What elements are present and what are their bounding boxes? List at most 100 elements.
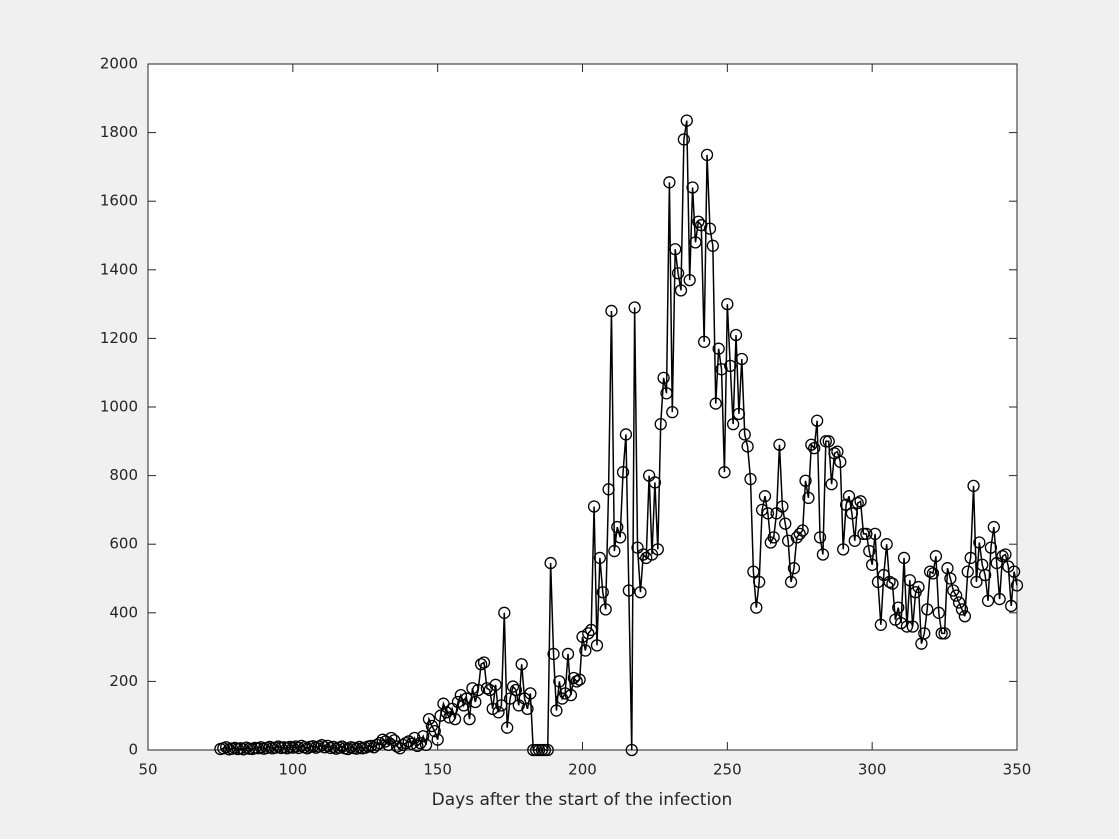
data-point [923,565,937,578]
data-point [373,736,386,750]
data-point [495,699,508,712]
data-point [834,455,847,469]
y-tick-label: 1800 [100,123,138,141]
data-point [761,507,775,520]
data-point [866,558,879,571]
data-point [961,565,974,578]
data-point [703,222,717,235]
data-point [718,466,731,479]
axes-box [147,63,1018,751]
data-point [616,466,630,479]
data-point [935,627,948,640]
data-point [767,531,780,544]
data-point [651,543,664,556]
data-point [538,743,551,757]
data-point [509,683,523,697]
data-point [431,733,444,746]
data-point [619,428,633,441]
data-point [657,371,670,384]
data-point [698,335,711,348]
data-point [958,610,972,623]
data-point [903,574,916,587]
data-point [894,616,908,630]
data-point [558,687,572,700]
data-point [938,627,951,640]
y-tick-label: 1200 [100,329,138,347]
data-point [503,692,517,705]
data-point [570,675,583,688]
data-point [680,114,693,127]
data-point [706,239,719,252]
data-point [492,706,505,719]
data-point [695,219,708,232]
data-point [498,606,511,619]
data-point [637,548,650,561]
data-point [987,520,1000,534]
data-point [787,562,801,575]
data-point [422,712,436,726]
x-tick-label: 200 [568,761,597,779]
data-point [735,352,748,366]
data-point [506,680,520,693]
data-point [622,584,635,597]
data-point [712,342,725,355]
data-point [674,284,688,297]
data-point [738,428,751,441]
y-tick-label: 1000 [100,398,138,416]
data-point [335,740,349,753]
data-point [237,743,250,756]
data-point [996,550,1009,563]
data-point [515,658,528,671]
data-point [480,682,494,695]
data-point [385,731,398,745]
data-point [582,627,595,640]
data-point [628,301,641,314]
data-point [999,548,1012,561]
data-point [660,387,673,400]
y-tick-label: 200 [109,672,138,690]
data-point [648,476,662,489]
y-tick-label: 1400 [100,260,138,278]
data-point [906,620,919,633]
x-tick-label: 300 [858,761,887,779]
data-point [950,589,963,602]
x-tick-label: 50 [138,761,157,779]
data-point [726,417,740,431]
data-point [434,709,447,722]
data-point [839,498,853,511]
data-point [883,575,896,589]
data-point [744,472,757,486]
data-point [524,687,537,700]
data-point [747,565,760,578]
data-point [921,603,934,616]
data-point [828,447,841,460]
data-point [897,551,911,565]
data-point [984,541,998,554]
data-point [315,739,328,752]
data-point [758,490,772,503]
data-point [973,536,986,549]
data-point [666,405,679,419]
data-point [918,627,931,640]
data-point [1007,565,1021,578]
data-point [576,630,589,643]
data-point [443,711,456,724]
y-tick-label: 400 [109,603,138,621]
data-point [411,739,424,753]
data-point [541,743,554,757]
data-point [593,551,607,565]
y-tick-label: 0 [128,741,138,759]
data-point [466,682,479,695]
data-point [614,531,627,544]
data-point [663,176,676,189]
data-point [634,586,647,599]
data-point [292,741,305,755]
data-point [926,567,940,580]
data-point [816,548,830,561]
data-point [602,483,615,496]
data-point [390,740,404,753]
data-point [587,500,601,513]
data-point [900,620,914,633]
data-point [547,647,560,661]
data-point [457,699,470,712]
